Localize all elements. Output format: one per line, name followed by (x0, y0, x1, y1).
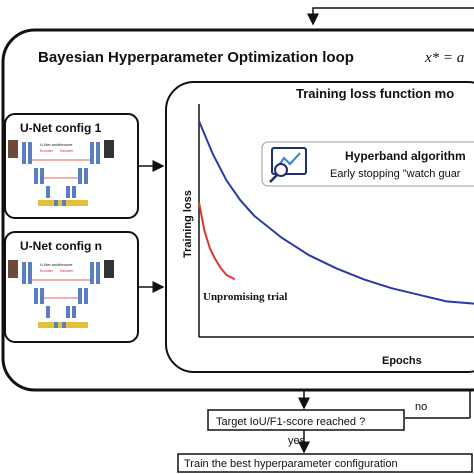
unet-config-n: U-Net config n U-Net architecture Encode… (4, 231, 139, 343)
unet-config-1: U-Net config 1 U-Net architecture Encode… (4, 113, 139, 219)
unpromising-trial-curve (198, 202, 236, 281)
chart-search-icon (269, 147, 307, 183)
unet-architecture-thumbnail: U-Net architecture Encoder Decoder (8, 140, 114, 206)
monitor-title: Training loss function mo (296, 86, 454, 101)
main-loss-curve (198, 120, 474, 305)
loop-formula: x* = a (424, 50, 464, 66)
unet-arch-caption: U-Net architecture (40, 142, 73, 147)
decision-box (207, 409, 405, 431)
unet-legend-decoder: Decoder (60, 269, 74, 273)
unpromising-trial-label: Unpromising trial (203, 291, 287, 303)
optimization-loop-box (1, 28, 474, 392)
unet-legend-encoder: Encoder (40, 269, 54, 273)
training-monitor-box (165, 81, 474, 373)
unet-config-n-label: U-Net config n (20, 239, 102, 253)
unet-architecture-thumbnail: U-Net architecture Encoder Decoder (8, 260, 114, 328)
loop-title: Bayesian Hyperparameter Optimization loo… (38, 49, 354, 66)
final-step-label: Train the best hyperparameter configurat… (184, 458, 398, 470)
y-axis-label: Training loss (182, 190, 194, 258)
hyperband-subtitle: Early stopping "watch guar (330, 168, 461, 180)
unet-legend-decoder: Decoder (60, 149, 74, 153)
no-label: no (415, 401, 427, 413)
unet-legend-encoder: Encoder (40, 149, 54, 153)
unet-config-1-label: U-Net config 1 (20, 121, 102, 135)
yes-label: yes (288, 435, 306, 447)
hyperband-card: Hyperband algorithm Early stopping "watc… (261, 141, 474, 187)
final-box (177, 453, 473, 473)
feedback-arrow-top (307, 7, 474, 26)
hyperband-title: Hyperband algorithm (345, 149, 466, 163)
unet-arch-caption: U-Net architecture (40, 262, 73, 267)
decision-question: Target IoU/F1-score reached ? (216, 416, 365, 428)
x-axis-label: Epochs (382, 355, 422, 367)
